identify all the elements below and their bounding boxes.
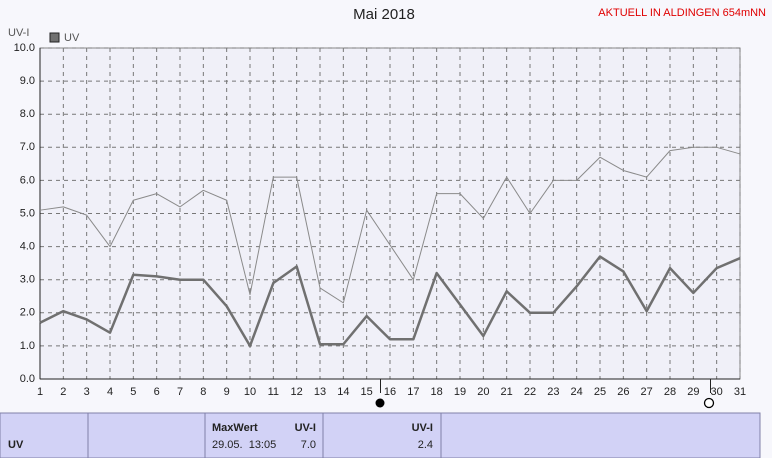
x-tick-label: 19	[454, 386, 466, 398]
x-tick-label: 11	[268, 386, 279, 398]
x-tick-label: 24	[571, 386, 583, 398]
y-tick-label: 0.0	[20, 373, 35, 385]
y-tick-label: 4.0	[20, 241, 35, 253]
x-tick-label: 22	[524, 386, 536, 398]
x-tick-label: 31	[734, 386, 746, 398]
y-axis-label: UV-I	[8, 27, 29, 39]
x-tick-label: 6	[154, 386, 160, 398]
x-tick-label: 3	[84, 386, 90, 398]
x-tick-label: 26	[617, 386, 629, 398]
chart-title: Mai 2018	[353, 6, 415, 23]
x-tick-label: 7	[177, 386, 183, 398]
table-cell: 7.0	[301, 439, 316, 451]
x-tick-label: 14	[337, 386, 349, 398]
table-cell: 2.4	[418, 439, 433, 451]
x-tick-label: 25	[594, 386, 606, 398]
x-tick-label: 29	[687, 386, 699, 398]
y-tick-label: 6.0	[20, 174, 35, 186]
x-tick-label: 9	[224, 386, 230, 398]
full-moon-icon	[703, 397, 715, 409]
new-moon-icon	[375, 398, 385, 408]
x-tick-label: 4	[107, 386, 113, 398]
table-header: MaxWert	[212, 422, 258, 434]
y-tick-label: 10.0	[14, 42, 35, 54]
y-tick-label: 2.0	[20, 307, 35, 319]
y-tick-label: 5.0	[20, 207, 35, 219]
legend: UV	[49, 32, 80, 44]
table-header: UV-I	[295, 422, 316, 434]
x-tick-label: 18	[431, 386, 443, 398]
x-tick-label: 17	[407, 386, 419, 398]
series-line	[39, 255, 741, 348]
x-tick-label: 23	[547, 386, 559, 398]
x-tick-label: 15	[361, 386, 373, 398]
x-tick-label: 1	[37, 386, 43, 398]
x-tick-label: 5	[130, 386, 136, 398]
y-tick-label: 3.0	[20, 274, 35, 286]
y-tick-label: 1.0	[20, 340, 35, 352]
info-table: UV MaxWert UV-I 29.05. 13:05 7.0 UV-I 2.…	[0, 412, 761, 458]
table-cell: 29.05. 13:05	[212, 439, 276, 451]
x-tick-label: 13	[314, 386, 326, 398]
x-tick-label: 21	[501, 386, 513, 398]
y-tick-label: 8.0	[20, 108, 35, 120]
x-tick-label: 16	[384, 386, 396, 398]
series-line	[39, 146, 741, 304]
x-tick-label: 20	[477, 386, 489, 398]
x-tick-label: 2	[60, 386, 66, 398]
x-tick-label: 28	[664, 386, 676, 398]
y-tick-label: 7.0	[20, 141, 35, 153]
table-header: UV-I	[412, 422, 433, 434]
legend-swatch	[49, 32, 60, 43]
x-tick-label: 10	[244, 386, 256, 398]
legend-label: UV	[64, 32, 80, 44]
x-tick-label: 8	[200, 386, 206, 398]
x-tick-label: 30	[711, 386, 723, 398]
station-label: AKTUELL IN ALDINGEN 654mNN	[598, 7, 766, 19]
x-tick-label: 27	[641, 386, 653, 398]
table-label: UV	[8, 439, 24, 451]
y-tick-label: 9.0	[20, 75, 35, 87]
table-row	[0, 412, 761, 458]
x-tick-label: 12	[291, 386, 303, 398]
